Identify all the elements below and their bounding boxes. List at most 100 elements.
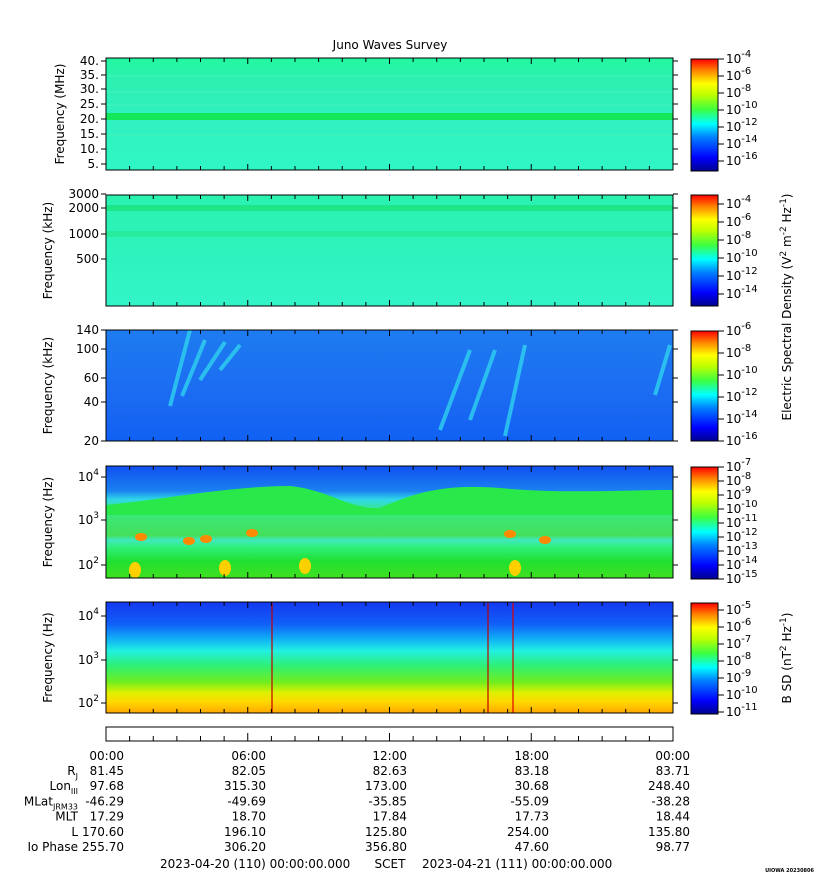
cbar-tick-label: 10-12: [726, 387, 758, 404]
cbar-tick-label: 10-8: [726, 83, 751, 100]
ytick-label: 2000: [68, 201, 99, 215]
cbar-tick-label: 10-12: [726, 266, 758, 283]
cbar-tick-label: 10-5: [726, 600, 751, 617]
emission-streak-7: [653, 344, 672, 396]
ytick-label: 102: [78, 556, 99, 572]
ephemeris-value: -49.69: [227, 794, 266, 808]
ephemeris-label: Io Phase: [27, 840, 78, 854]
ephemeris-value: 47.60: [515, 840, 549, 854]
ephemeris-value: 306.20: [224, 840, 266, 854]
cbar-tick-label: 10-4: [726, 49, 751, 66]
cbar-tick-label: 10-14: [726, 409, 758, 426]
cbar-tick-label: 10-6: [726, 617, 751, 634]
colorbar-scale-p3: [690, 330, 719, 442]
emission-streak-5: [468, 349, 497, 421]
ephemeris-label: L: [71, 825, 78, 839]
ephemeris-label: RJ: [67, 764, 78, 781]
colorbar-p3: 10-6 10-8 10-10 10-12 10-14 10-16: [690, 321, 758, 448]
ephemeris-value: 18.70: [232, 810, 266, 824]
ephemeris-label: LonIII: [50, 779, 79, 796]
cbar-tick-label: 10-10: [726, 100, 758, 117]
ytick-label: 10.: [80, 142, 99, 156]
scet-start: 2023-04-20 (110) 00:00:00.000: [160, 857, 350, 871]
ephemeris-value: 170.60: [82, 825, 124, 839]
cbar-tick-label: 10-13: [726, 541, 758, 558]
cbar-tick-label: 10-11: [726, 702, 758, 719]
ephemeris-value: 81.45: [90, 764, 124, 778]
ytick-label: 102: [78, 694, 99, 710]
ytick-label: 60: [84, 371, 99, 385]
cbar-tick-label: 10-10: [726, 685, 758, 702]
ephemeris-value: 83.18: [515, 764, 549, 778]
ytick-label: 103: [78, 651, 99, 667]
panel-p1: 40.35.30.25.20.15.10.5. Frequency (MHz): [53, 54, 678, 171]
faint-band-3: [106, 134, 673, 136]
emission-band-20mhz: [106, 113, 673, 120]
cbar-tick-label: 10-8: [726, 343, 751, 360]
emission-envelope: [106, 486, 673, 515]
ytick-label: 1000: [68, 227, 99, 241]
ylabel-p3: Frequency (kHz): [41, 337, 55, 434]
cbar-tick-label: 10-8: [726, 230, 751, 247]
hot-spot-1: [183, 537, 195, 545]
colorbar-scale-p5: [690, 602, 719, 715]
cbar-tick-label: 10-9: [726, 668, 751, 685]
spectrogram-p5: [106, 602, 673, 713]
emission-band-1000khz: [106, 231, 673, 237]
ephemeris-value: 17.29: [90, 810, 124, 824]
ephemeris-value: -35.85: [368, 794, 407, 808]
colorbar-label-electric: Electric Spectral Density (V2 m-2 Hz-1): [779, 193, 794, 420]
watermark: UIOWA 20230806: [765, 868, 814, 874]
time-label: 18:00: [514, 749, 549, 763]
time-label: 06:00: [231, 749, 266, 763]
ephemeris-table: 00:00 06:00 12:00 18:00 00:00 RJ 81.45 82.05 82.…: [24, 749, 690, 854]
ephemeris-value: 356.80: [365, 840, 407, 854]
low-freq-burst-3: [509, 560, 521, 576]
ephemeris-value: 125.80: [365, 825, 407, 839]
hot-spot-5: [539, 536, 551, 544]
cbar-tick-label: 10-8: [726, 651, 751, 668]
low-freq-burst-2: [299, 558, 311, 574]
cbar-tick-label: 10-15: [726, 569, 758, 586]
ytick-label: 20.: [80, 112, 99, 126]
ephemeris-label: MLatJRM33: [24, 794, 78, 811]
time-label: 00:00: [655, 749, 690, 763]
ytick-label: 20: [84, 434, 99, 448]
ytick-label: 15.: [80, 127, 99, 141]
ytick-label: 104: [78, 607, 99, 623]
panel-p5: 104 103 102 Frequency (Hz): [41, 601, 678, 714]
ylabel-p5: Frequency (Hz): [41, 612, 55, 703]
ytick-label: 30.: [80, 82, 99, 96]
low-freq-burst-0: [129, 562, 141, 578]
ephemeris-value: -55.09: [510, 794, 549, 808]
ytick-label: 103: [78, 511, 99, 527]
cbar-tick-label: 10-14: [726, 555, 758, 572]
faint-band-1: [106, 91, 673, 93]
time-label: 00:00: [89, 749, 124, 763]
emission-streak-3: [218, 343, 242, 372]
ytick-label: 40.: [80, 54, 99, 68]
ephemeris-value: -46.29: [85, 794, 124, 808]
ephemeris-value: 248.40: [648, 779, 690, 793]
ephemeris-value: 196.10: [224, 825, 266, 839]
cbar-tick-label: 10-6: [726, 321, 751, 338]
cbar-tick-label: 10-14: [726, 134, 758, 151]
ephemeris-label: MLT: [55, 810, 78, 824]
ytick-label: 500: [76, 252, 99, 266]
low-freq-burst-1: [219, 560, 231, 576]
ylabel-p4: Frequency (Hz): [41, 477, 55, 568]
figure-title: Juno Waves Survey: [332, 38, 448, 52]
hot-spot-3: [246, 529, 258, 537]
ytick-label: 100: [76, 342, 99, 356]
emission-streak-6: [503, 344, 527, 437]
cbar-tick-label: 10-12: [726, 527, 758, 544]
emission-streak-2: [198, 340, 227, 382]
panel-p4: 104 103 102 Frequency (Hz): [41, 465, 678, 579]
cbar-tick-label: 10-6: [726, 212, 751, 229]
emission-streak-4: [438, 349, 472, 431]
ytick-label: 35.: [80, 68, 99, 82]
ylabel-p1: Frequency (MHz): [53, 64, 67, 165]
